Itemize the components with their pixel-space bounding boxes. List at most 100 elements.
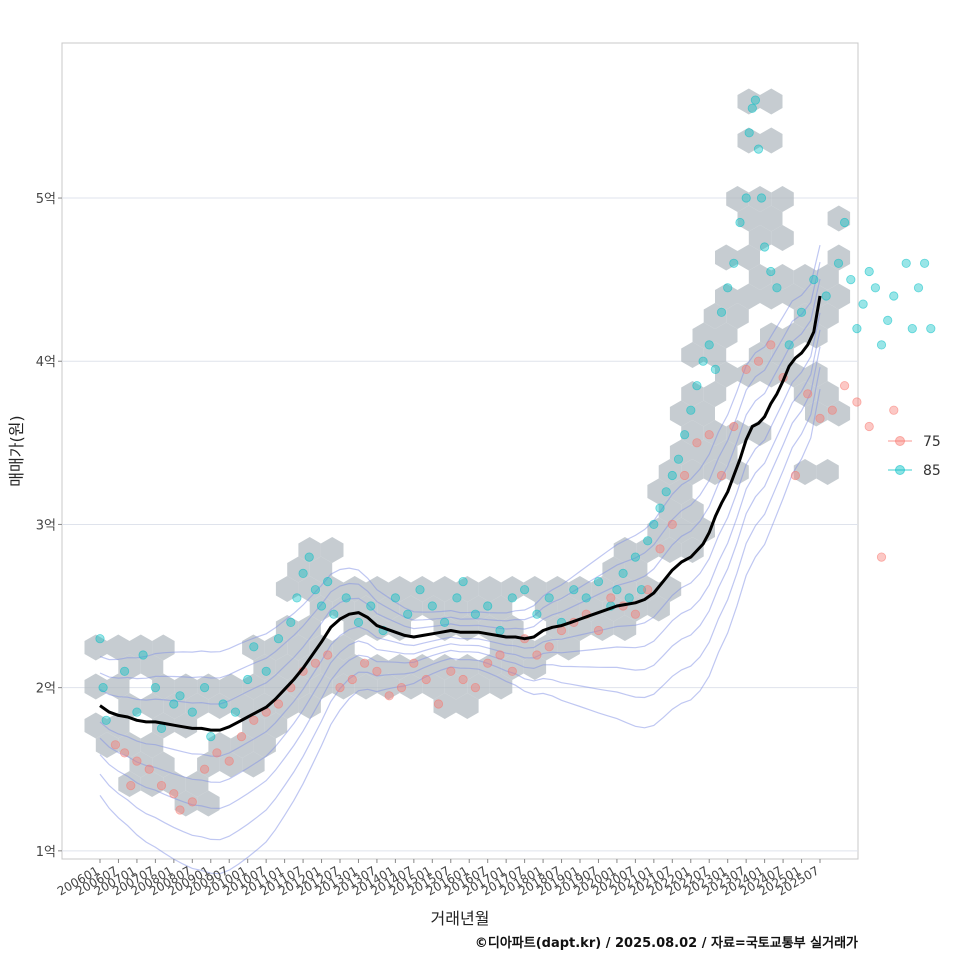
scatter-point-85 (729, 258, 739, 268)
hexbin-cell (163, 693, 186, 719)
scatter-point-85 (581, 593, 591, 603)
scatter-point-75 (852, 397, 862, 407)
scatter-point-85 (298, 568, 308, 579)
scatter-point-75 (446, 666, 456, 676)
hexbin-cell (715, 439, 738, 466)
hexbin-cell (737, 244, 760, 271)
scatter-point-85 (686, 405, 696, 415)
hexbin-cell (669, 400, 693, 427)
hexbin-cell (602, 556, 625, 583)
hexbin-cell (332, 673, 355, 700)
scatter-point-75 (132, 756, 142, 766)
hexbin-cell (737, 127, 760, 154)
hexbin-cell (444, 595, 468, 622)
hexbin-cell (501, 576, 524, 602)
scatter-point-85 (544, 593, 554, 603)
hexbin-cell (715, 283, 738, 310)
scatter-point-85 (926, 323, 936, 334)
scatter-point-85 (741, 193, 751, 203)
hexbin-cell (456, 576, 479, 602)
scatter-point-75 (144, 764, 154, 774)
scatter-point-85 (452, 593, 462, 603)
hexbin-cell (84, 673, 107, 700)
density-contour (99, 367, 821, 841)
legend-entry-85: 85 (888, 463, 941, 479)
hexbin-cell (692, 439, 715, 466)
hexbin-cell (816, 381, 839, 407)
hexbin-cell (230, 693, 254, 719)
scatter-point-85 (667, 470, 677, 481)
legend-dot-75 (895, 436, 905, 446)
hexbin-cell (275, 576, 299, 602)
scatter-point-75 (815, 413, 825, 423)
hexbin-cell (647, 595, 670, 622)
hexbin-cell (298, 615, 321, 641)
x-axis-title: 거래년월 (431, 909, 490, 928)
scatter-point-85 (150, 682, 160, 693)
scatter-point-75 (335, 682, 345, 693)
hexbin-cell (275, 693, 299, 719)
hexbin-cell (669, 439, 693, 466)
scatter-point-85 (883, 315, 893, 325)
scatter-point-85 (390, 593, 400, 603)
scatter-point-85 (532, 609, 542, 619)
scatter-point-85 (913, 283, 924, 293)
hexbin-cell (411, 576, 434, 602)
hexbin-cell (129, 751, 153, 778)
scatter-point-75 (396, 682, 407, 693)
scatter-point-85 (507, 593, 517, 603)
scatter-point-85 (495, 625, 505, 636)
scatter-point-85 (809, 274, 819, 285)
hexbin-cell (805, 361, 828, 388)
scatter-point-75 (692, 438, 702, 448)
hexbin-cell (658, 537, 682, 563)
scatter-point-85 (643, 536, 653, 546)
hexbin-cell (816, 459, 839, 485)
hexbin-cell (174, 790, 198, 817)
scatter-point-85 (292, 593, 302, 603)
hexbin-cell (681, 498, 704, 524)
hexbin-cell (287, 634, 310, 661)
y-tick-label: 5억 (36, 192, 56, 207)
hexbin-cell (197, 751, 220, 778)
scatter-point-75 (827, 405, 837, 415)
hexbin-cell (264, 634, 288, 661)
hexbin-cell (489, 634, 513, 661)
scatter-point-75 (212, 748, 222, 758)
hexbin-cell (118, 732, 141, 758)
hexbin-cell (208, 732, 231, 758)
scatter-point-85 (366, 601, 376, 611)
scatter-point-85 (864, 266, 874, 277)
hexbin-cell (275, 654, 299, 680)
hexbin-cell (152, 634, 175, 661)
scatter-point-75 (200, 764, 210, 774)
hexbin-cell (433, 576, 456, 602)
scatter-point-85 (759, 242, 770, 252)
plot-panel (61, 42, 859, 860)
density-contour (99, 244, 821, 661)
hexbin-cell (715, 361, 738, 388)
hexbin-cell (84, 712, 107, 739)
scatter-point-85 (415, 585, 425, 595)
hexbin-cell (827, 283, 851, 310)
scatter-point-85 (323, 576, 333, 587)
hexbin-cell (726, 186, 749, 212)
y-tick-label: 4억 (36, 355, 56, 370)
scatter-point-75 (249, 715, 259, 725)
density-contour (99, 346, 821, 810)
hexbin-cell (118, 771, 141, 797)
y-tick-label: 1억 (36, 845, 56, 860)
scatter-point-85 (907, 323, 917, 334)
scatter-point-75 (741, 364, 751, 374)
hexbin-cell (444, 673, 468, 700)
scatter-point-85 (876, 340, 887, 350)
hexbin-cell (647, 517, 670, 544)
hexbin-cell (399, 673, 423, 700)
hexbin-cell (456, 693, 479, 719)
scatter-point-85 (286, 617, 296, 628)
scatter-point-75 (458, 674, 468, 685)
scatter-point-75 (507, 666, 517, 676)
hexbin-cell (388, 576, 411, 602)
legend-label-75: 75 (923, 434, 941, 450)
